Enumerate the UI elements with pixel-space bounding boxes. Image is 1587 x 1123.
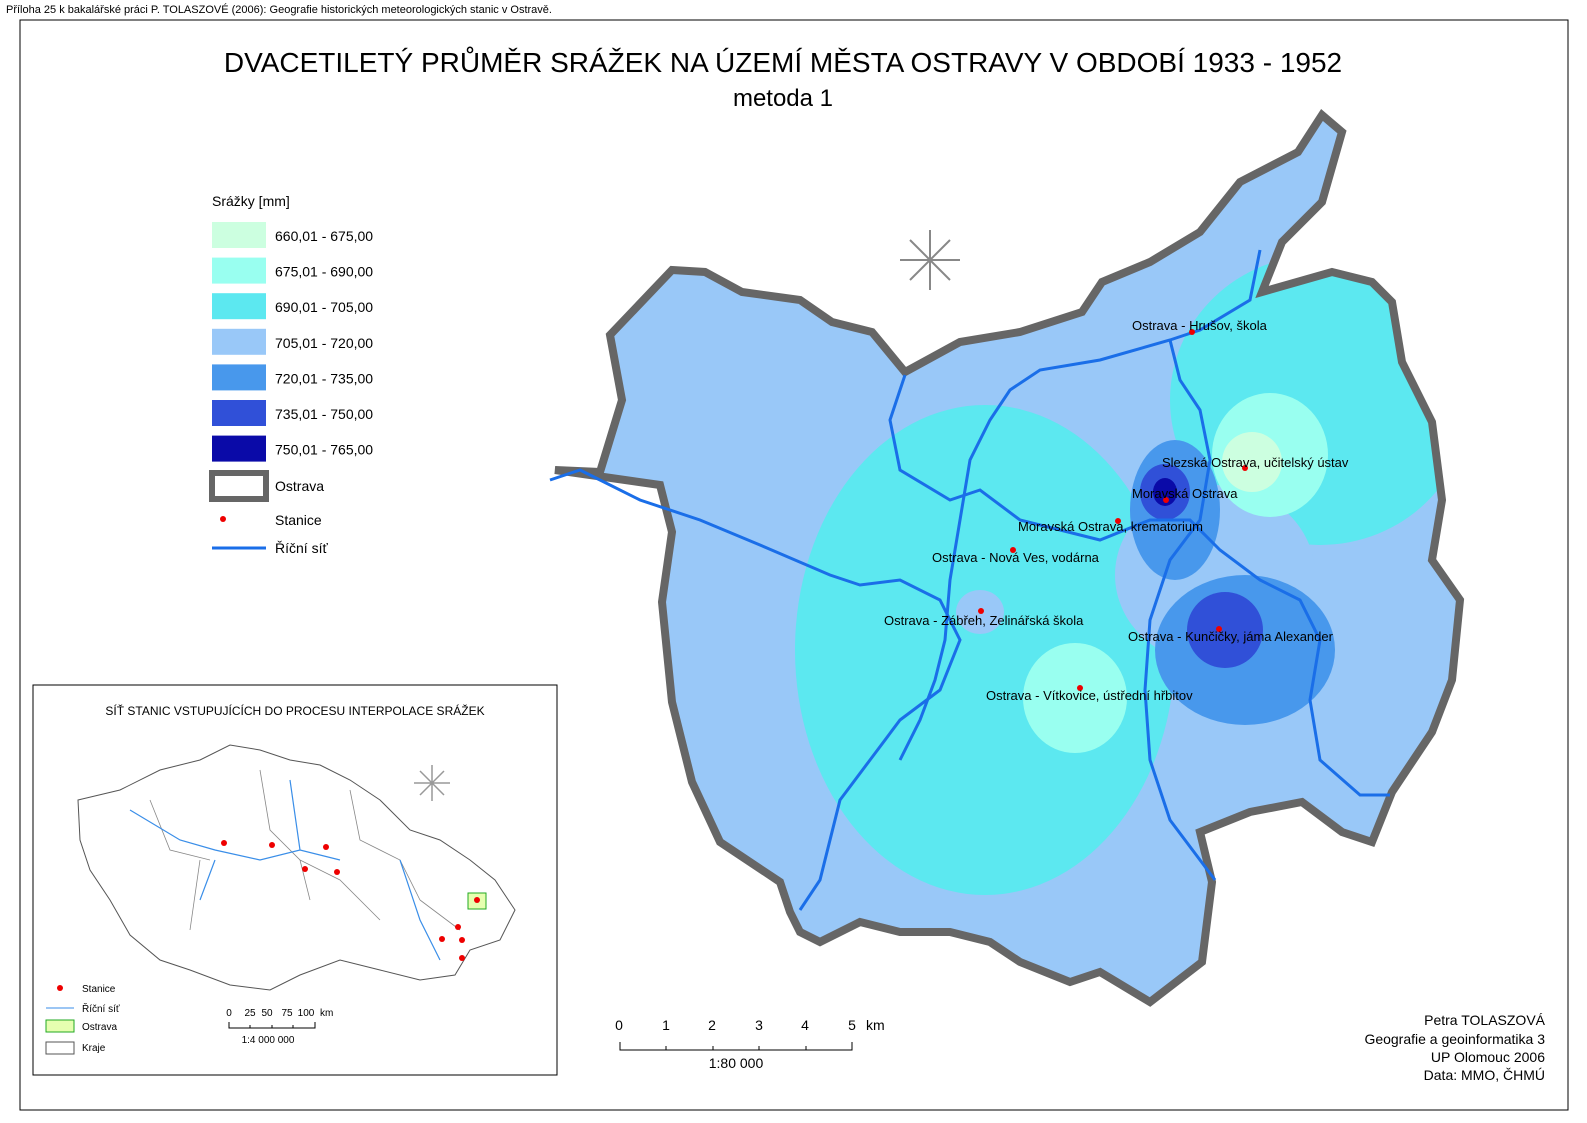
inset-scale-tick: 50 [261,1008,273,1019]
inset-stations [221,840,480,961]
scale-tick: 2 [708,1017,716,1033]
legend-label: Ostrava [275,478,324,494]
station-label: Moravská Ostrava [1132,486,1238,501]
country-outline [77,744,516,991]
station-dot [1242,465,1248,471]
legend-label: Říční síť [275,540,328,556]
station-label: Ostrava - Hrušov, škola [1132,318,1268,333]
legend-swatch [212,400,266,426]
inset-title: SÍŤ STANIC VSTUPUJÍCÍCH DO PROCESU INTER… [105,703,484,718]
station-dot [1189,329,1195,335]
station-label: Ostrava - Vítkovice, ústřední hřbitov [986,688,1193,703]
legend-swatch [212,257,266,284]
legend-swatch [212,435,266,462]
credit-line: Data: MMO, ČHMÚ [1424,1067,1545,1083]
legend-label: 675,01 - 690,00 [275,264,373,280]
station-label: Ostrava - Nová Ves, vodárna [932,550,1100,565]
station-dot [1216,626,1222,632]
inset-scale-ratio: 1:4 000 000 [242,1035,295,1046]
zone [1187,592,1263,668]
credit-line: Geografie a geoinformatika 3 [1364,1031,1545,1047]
legend: Srážky [mm] Ostrava Stanice Říční síť 66… [209,193,373,556]
scale-bar: 0 1 2 3 4 5 km 1:80 000 [615,1017,885,1071]
legend-label: 750,01 - 765,00 [275,442,373,458]
zone [795,405,1175,895]
legend-label: 660,01 - 675,00 [275,228,373,244]
inset-legend-label: Kraje [82,1043,106,1054]
legend-swatch [209,470,269,502]
station-dot [1115,518,1121,524]
scale-tick: 3 [755,1017,763,1033]
map-title: DVACETILETÝ PRŮMĚR SRÁŽEK NA ÚZEMÍ MĚSTA… [224,46,1342,78]
station-dot [978,608,984,614]
scale-tick: 4 [801,1017,809,1033]
station-dot [1163,497,1169,503]
inset-scale-tick: 100 [298,1008,315,1019]
inset-legend-label: Stanice [82,984,116,995]
legend-swatch [212,328,266,355]
scale-ratio: 1:80 000 [709,1055,764,1071]
legend-label: 705,01 - 720,00 [275,335,373,351]
scale-unit: km [866,1017,885,1033]
scale-tick: 5 [848,1017,856,1033]
legend-swatch [212,222,266,248]
inset-legend-label: Ostrava [82,1022,117,1033]
zone [1023,643,1127,753]
legend-swatch [212,364,266,391]
zone [1222,432,1282,492]
zone [1153,478,1177,506]
inset-map: SÍŤ STANIC VSTUPUJÍCÍCH DO PROCESU INTER… [32,684,558,1076]
region-borders [149,769,461,931]
legend-swatch [220,516,226,522]
legend-label: 690,01 - 705,00 [275,299,373,315]
stations: Ostrava - Hrušov, škola Slezská Ostrava,… [884,318,1349,703]
header-note: Příloha 25 k bakalářské práci P. TOLASZO… [6,3,552,16]
inset-legend-label: Říční síť [82,1002,120,1015]
scale-tick: 0 [615,1017,623,1033]
legend-label: Stanice [275,512,322,528]
legend-label: 720,01 - 735,00 [275,370,373,386]
inset-scale-tick: 25 [244,1008,256,1019]
legend-label: 735,01 - 750,00 [275,406,373,422]
credits: Petra TOLASZOVÁ Geografie a geoinformati… [1364,1012,1545,1083]
station-label: Ostrava - Kunčičky, jáma Alexander [1128,629,1334,644]
north-arrow [900,230,960,290]
frame [19,19,1569,1111]
scale-tick: 1 [662,1017,670,1033]
inset-scale-tick: 0 [226,1008,232,1019]
credit-line: Petra TOLASZOVÁ [1424,1012,1546,1028]
station-label: Slezská Ostrava, učitelský ústav [1162,455,1349,470]
legend-title: Srážky [mm] [212,193,290,209]
credit-line: UP Olomouc 2006 [1431,1049,1545,1065]
inset-scale-tick: 75 [281,1008,293,1019]
station-dot [1077,685,1083,691]
station-label: Ostrava - Zábřeh, Zelinářská škola [884,613,1084,628]
station-label: Moravská Ostrava, krematorium [1018,519,1203,534]
map-subtitle: metoda 1 [733,85,833,112]
legend-swatch [212,293,266,320]
inset-scale-unit: km [320,1008,333,1019]
station-dot [1010,547,1016,553]
